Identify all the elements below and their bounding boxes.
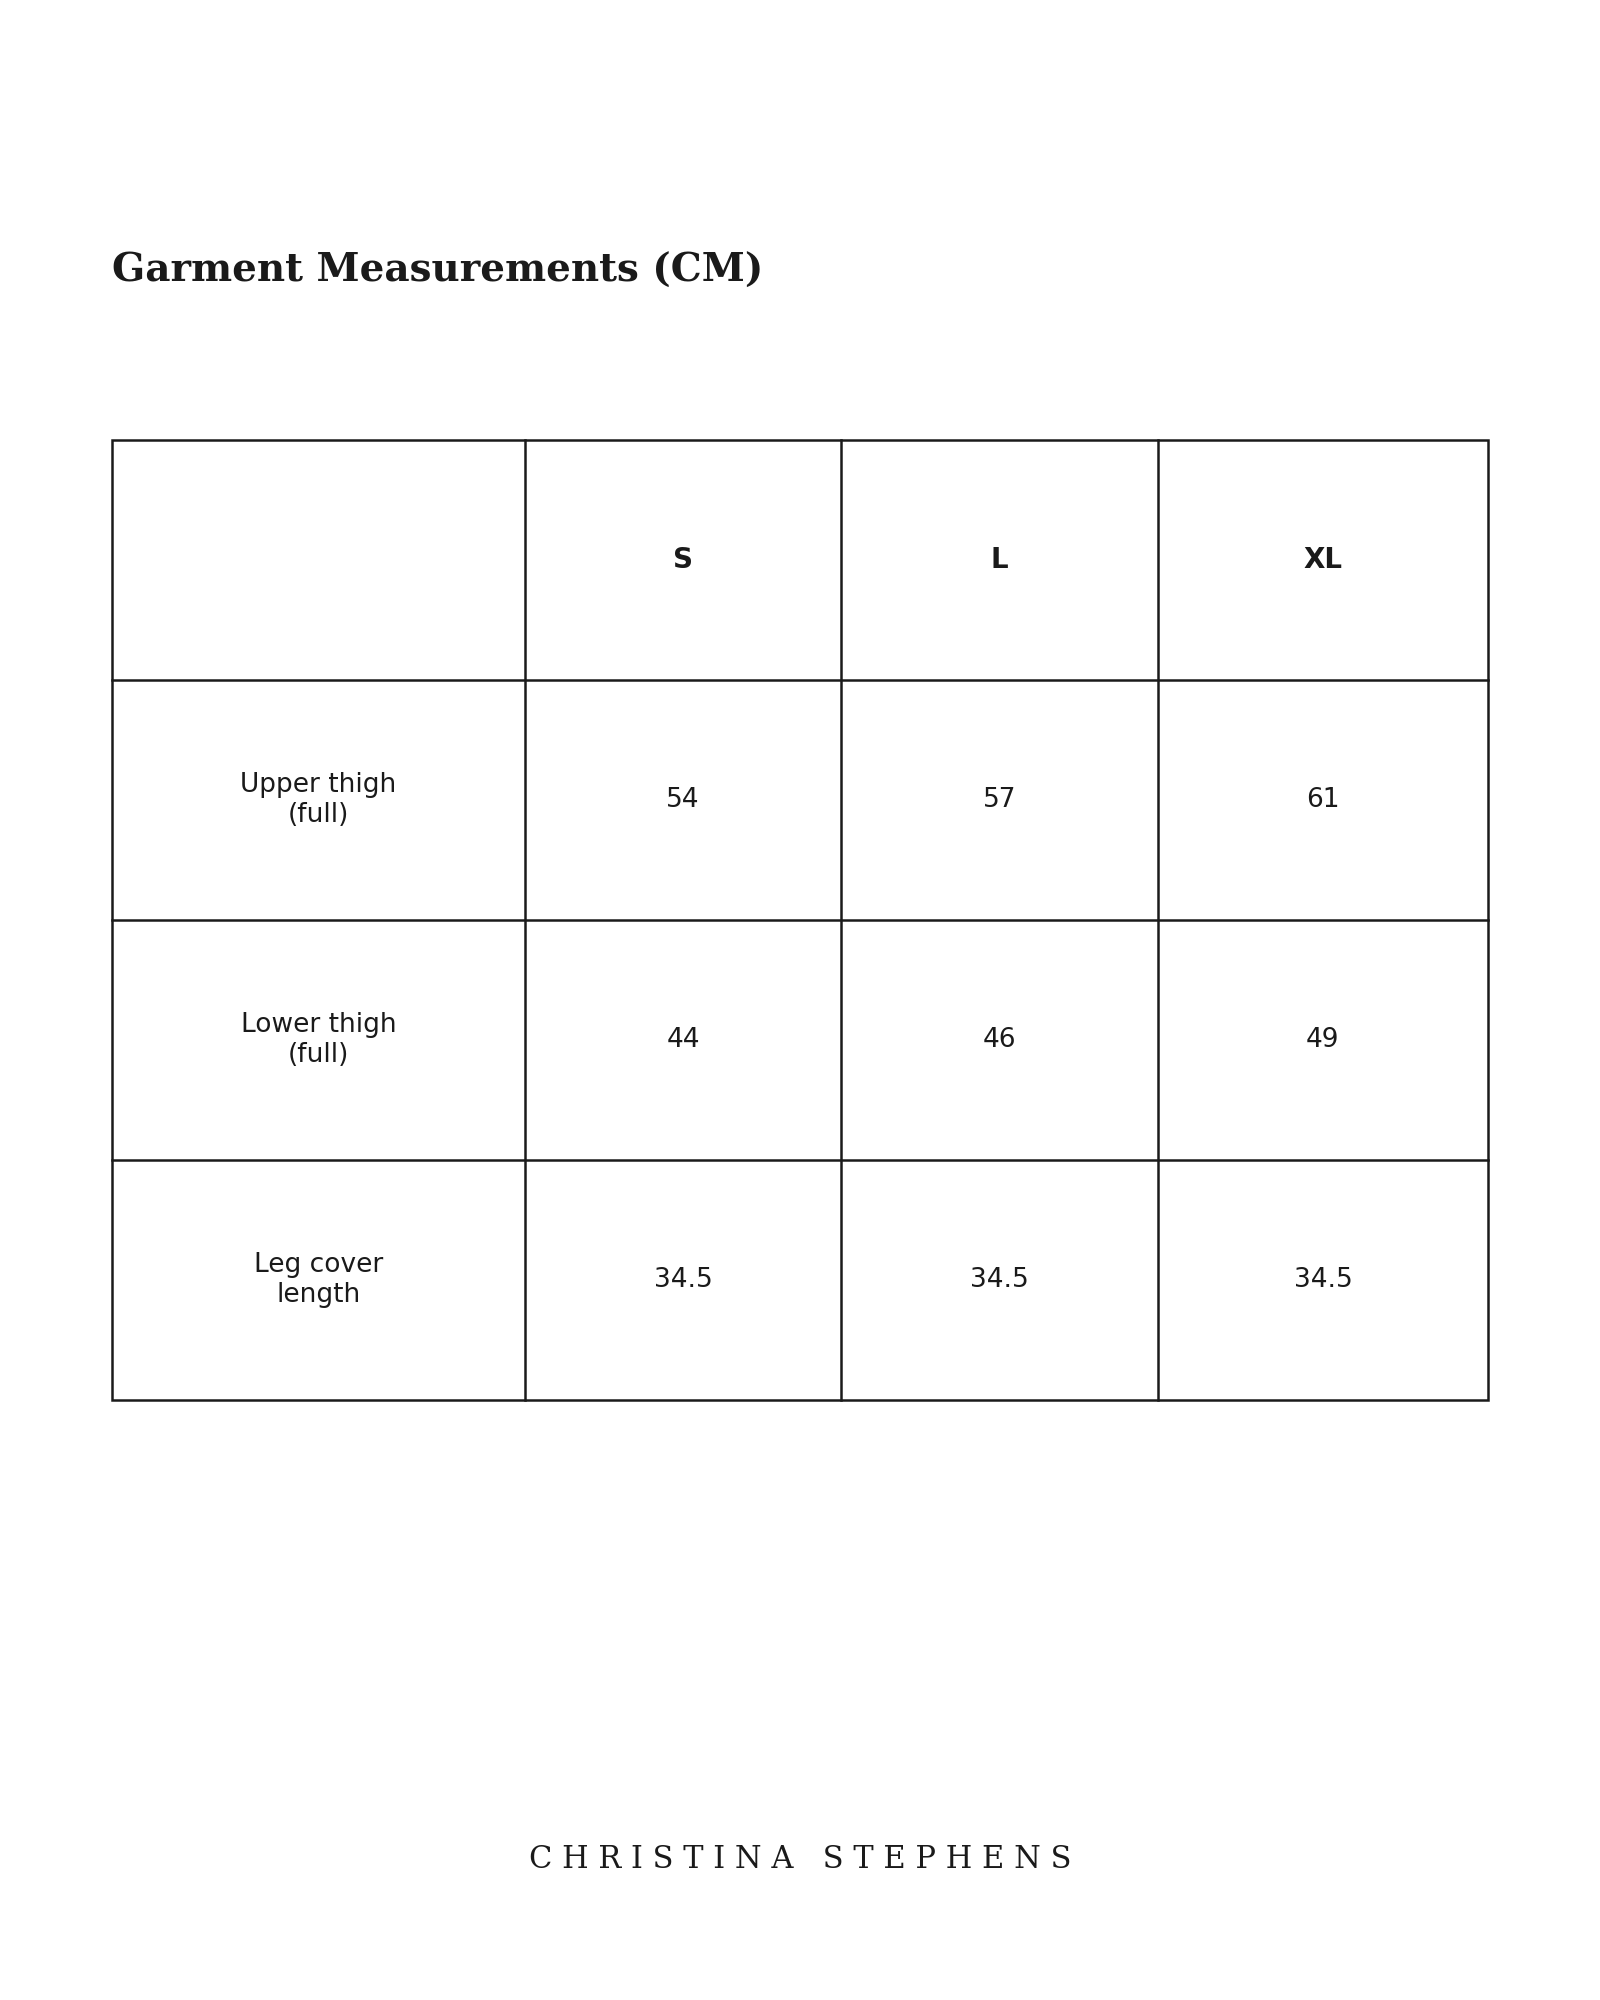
Text: S: S bbox=[674, 546, 693, 574]
Text: XL: XL bbox=[1304, 546, 1342, 574]
Text: 54: 54 bbox=[666, 786, 699, 812]
Text: C H R I S T I N A   S T E P H E N S: C H R I S T I N A S T E P H E N S bbox=[528, 1844, 1072, 1876]
Text: 57: 57 bbox=[982, 786, 1016, 812]
Text: Upper thigh
(full): Upper thigh (full) bbox=[240, 772, 397, 828]
Text: Leg cover
length: Leg cover length bbox=[254, 1252, 382, 1308]
Text: 49: 49 bbox=[1306, 1028, 1339, 1052]
Text: 34.5: 34.5 bbox=[1293, 1268, 1352, 1294]
Text: 46: 46 bbox=[982, 1028, 1016, 1052]
Text: L: L bbox=[990, 546, 1008, 574]
Text: 34.5: 34.5 bbox=[654, 1268, 712, 1294]
Text: 44: 44 bbox=[666, 1028, 699, 1052]
Text: Lower thigh
(full): Lower thigh (full) bbox=[240, 1012, 397, 1068]
Text: 34.5: 34.5 bbox=[970, 1268, 1029, 1294]
Text: 61: 61 bbox=[1306, 786, 1339, 812]
Bar bbox=[112, 440, 1488, 1400]
Text: Garment Measurements (CM): Garment Measurements (CM) bbox=[112, 252, 763, 290]
